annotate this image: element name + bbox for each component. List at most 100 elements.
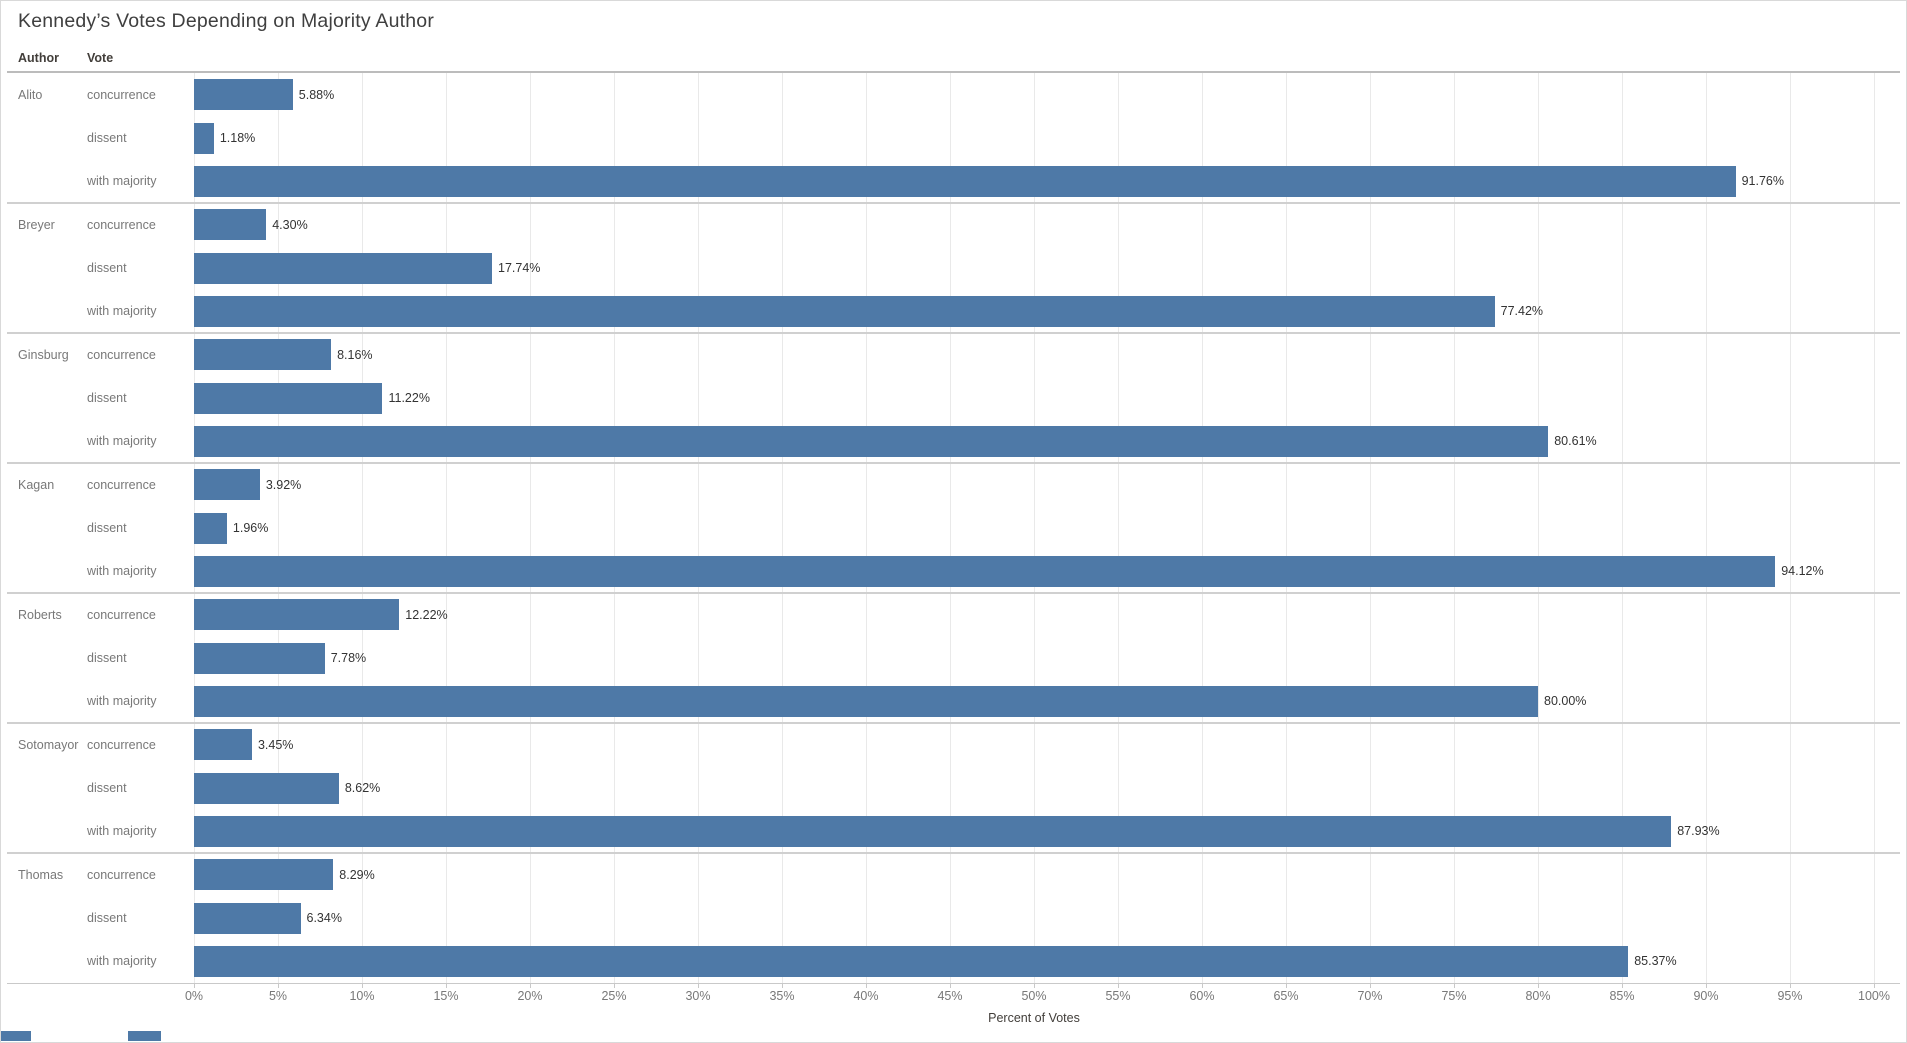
bar-value-label: 5.88%: [298, 87, 335, 102]
bar-value-label: 8.16%: [337, 347, 373, 362]
column-header-vote[interactable]: Vote: [87, 51, 114, 65]
x-tick-mark: [698, 983, 699, 988]
column-header-author[interactable]: Author: [18, 51, 59, 65]
bar[interactable]: [194, 815, 1672, 847]
gridline: [698, 73, 699, 983]
x-tick-label: 100%: [1858, 989, 1890, 1003]
author-row-header[interactable]: Sotomayor: [18, 737, 79, 752]
vote-row-header[interactable]: with majority: [87, 564, 157, 579]
x-tick-mark: [866, 983, 867, 988]
x-tick-mark: [1706, 983, 1707, 988]
bar-value-label: 12.22%: [405, 607, 448, 622]
vote-row-header[interactable]: dissent: [87, 781, 127, 795]
bar[interactable]: [194, 469, 260, 501]
x-tick-label: 55%: [1105, 989, 1131, 1003]
bar[interactable]: [194, 165, 1736, 197]
gridline: [782, 73, 783, 983]
gridline: [278, 73, 279, 983]
bar[interactable]: [194, 685, 1538, 717]
x-tick-mark: [1370, 983, 1371, 988]
x-tick-label: 75%: [1441, 989, 1467, 1003]
vote-row-header[interactable]: with majority: [87, 694, 157, 709]
vote-row-header[interactable]: with majority: [87, 174, 157, 189]
bar[interactable]: [194, 295, 1495, 327]
vote-row-header[interactable]: with majority: [87, 304, 157, 319]
vote-row-header[interactable]: concurrence: [87, 347, 156, 362]
gridline: [1622, 73, 1623, 983]
vote-row-header[interactable]: dissent: [87, 391, 127, 405]
author-row-header[interactable]: Thomas: [18, 867, 64, 882]
vote-row-header[interactable]: concurrence: [87, 867, 156, 882]
vote-row-header[interactable]: with majority: [87, 824, 157, 839]
vote-row-header[interactable]: concurrence: [87, 607, 156, 622]
bar-value-label: 1.96%: [232, 521, 269, 535]
x-tick-label: 40%: [853, 989, 879, 1003]
author-row-header[interactable]: Alito: [18, 87, 43, 102]
bar[interactable]: [194, 339, 332, 371]
vote-row-header[interactable]: dissent: [87, 911, 127, 925]
bar-value-label: 3.92%: [265, 477, 302, 492]
bar[interactable]: [194, 122, 214, 154]
vote-row-header[interactable]: dissent: [87, 261, 127, 275]
bar[interactable]: [194, 382, 383, 414]
vote-row-header[interactable]: dissent: [87, 521, 127, 535]
bar[interactable]: [194, 902, 301, 934]
bar[interactable]: [194, 945, 1629, 977]
bar-value-label: 8.29%: [339, 867, 375, 882]
bar-value-label: 80.61%: [1554, 434, 1597, 449]
x-tick-label: 35%: [769, 989, 795, 1003]
x-tick-mark: [446, 983, 447, 988]
bar[interactable]: [194, 729, 252, 761]
vote-row-header[interactable]: concurrence: [87, 87, 156, 102]
gridline: [1034, 73, 1035, 983]
bar[interactable]: [194, 555, 1776, 587]
x-tick-label: 95%: [1777, 989, 1803, 1003]
vote-row-header[interactable]: concurrence: [87, 477, 156, 492]
vote-row-header[interactable]: with majority: [87, 954, 157, 969]
bar-value-label: 3.45%: [257, 737, 294, 752]
author-row-header[interactable]: Kagan: [18, 477, 55, 492]
x-tick-mark: [194, 983, 195, 988]
group-separator: [7, 852, 1900, 854]
bar[interactable]: [194, 425, 1549, 457]
x-tick-label: 25%: [601, 989, 627, 1003]
x-tick-mark: [1538, 983, 1539, 988]
vote-row-header[interactable]: concurrence: [87, 737, 156, 752]
author-row-header[interactable]: Roberts: [18, 607, 62, 622]
x-tick-mark: [1034, 983, 1035, 988]
bar[interactable]: [194, 772, 339, 804]
bar-value-label: 4.30%: [272, 217, 308, 232]
bar[interactable]: [194, 252, 493, 284]
x-tick-label: 10%: [349, 989, 375, 1003]
bar[interactable]: [194, 599, 400, 631]
gridline: [1454, 73, 1455, 983]
x-tick-mark: [530, 983, 531, 988]
bar[interactable]: [194, 859, 334, 891]
x-tick-label: 65%: [1273, 989, 1299, 1003]
bar-value-label: 7.78%: [330, 651, 367, 665]
x-tick-mark: [1874, 983, 1875, 988]
author-row-header[interactable]: Ginsburg: [18, 347, 69, 362]
bar[interactable]: [194, 79, 293, 111]
bar[interactable]: [194, 642, 325, 674]
x-axis-title: Percent of Votes: [988, 1011, 1080, 1025]
vote-row-header[interactable]: dissent: [87, 651, 127, 665]
x-tick-mark: [950, 983, 951, 988]
x-tick-mark: [1286, 983, 1287, 988]
vote-row-header[interactable]: dissent: [87, 131, 127, 145]
gridline: [1874, 73, 1875, 983]
x-tick-label: 85%: [1609, 989, 1635, 1003]
bar-value-label: 6.34%: [306, 911, 342, 925]
bar[interactable]: [194, 512, 227, 544]
vote-row-header[interactable]: with majority: [87, 434, 157, 449]
gridline: [1202, 73, 1203, 983]
bar[interactable]: [194, 209, 267, 241]
gridline: [1538, 73, 1539, 983]
gridline: [362, 73, 363, 983]
bar-value-label: 8.62%: [344, 781, 381, 795]
author-row-header[interactable]: Breyer: [18, 217, 55, 232]
vote-row-header[interactable]: concurrence: [87, 217, 156, 232]
chart-title: Kennedy’s Votes Depending on Majority Au…: [18, 10, 435, 32]
gridline: [1790, 73, 1791, 983]
